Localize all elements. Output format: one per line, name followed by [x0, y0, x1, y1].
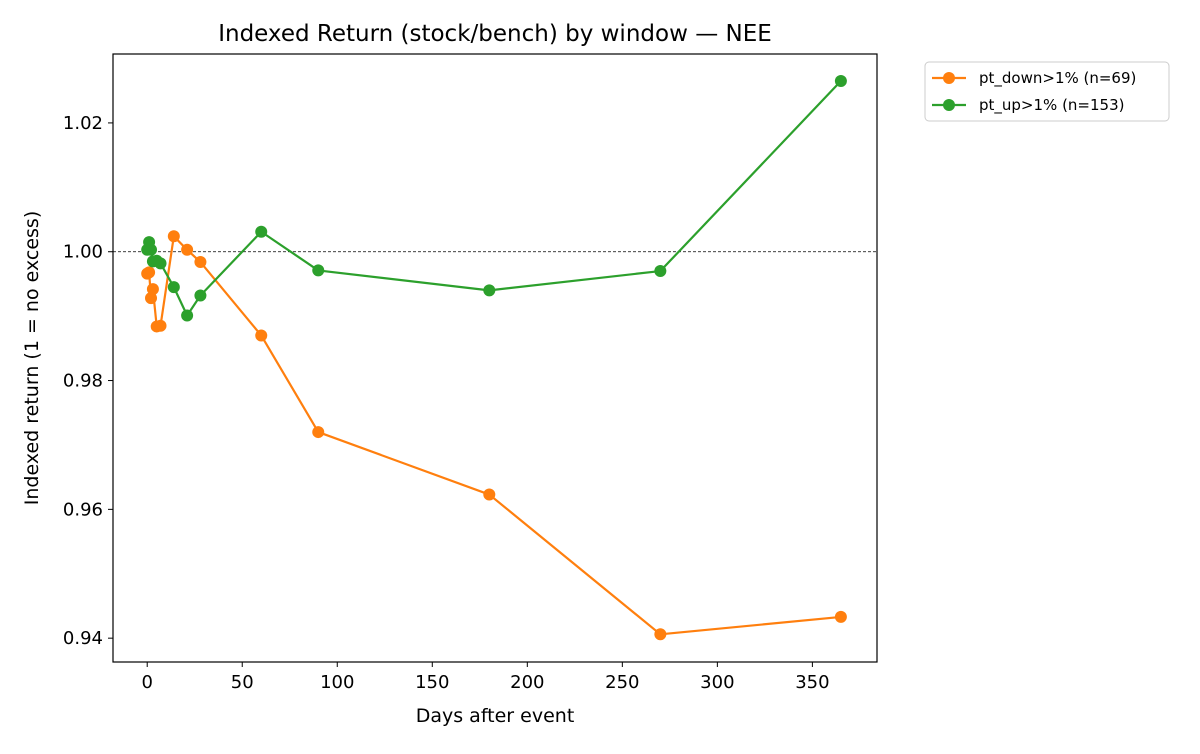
data-point — [312, 426, 325, 439]
x-tick-label: 0 — [141, 672, 152, 693]
legend-box — [924, 61, 1170, 122]
x-axis-label: Days after event — [416, 705, 575, 727]
x-tick-label: 300 — [700, 672, 734, 693]
plot-frame — [112, 53, 878, 663]
legend-swatch-marker — [943, 99, 955, 111]
data-point — [483, 488, 496, 501]
legend-swatch-marker — [943, 72, 955, 84]
y-tick-label: 0.96 — [63, 499, 103, 520]
data-point — [167, 281, 180, 294]
x-tick-label: 250 — [605, 672, 639, 693]
data-point — [154, 319, 167, 332]
data-point — [167, 230, 180, 243]
data-point — [483, 284, 496, 297]
data-point — [255, 225, 268, 238]
y-tick-label: 1.00 — [63, 242, 103, 263]
y-tick-label: 0.94 — [63, 628, 103, 649]
plot-area: 0 50 100 150 200 250 300 350 0.94 0.96 0.98 1.00 1.0… — [63, 53, 878, 693]
x-tick-label: 200 — [510, 672, 544, 693]
data-point — [194, 289, 207, 302]
x-tick-label: 350 — [795, 672, 829, 693]
data-point — [255, 329, 268, 342]
legend: pt_down>1% (n=69) pt_up>1% (n=153) — [924, 61, 1170, 122]
data-point — [145, 243, 158, 256]
data-point — [143, 266, 156, 279]
y-tick-label: 0.98 — [63, 371, 103, 392]
x-tick-label: 150 — [415, 672, 449, 693]
data-point — [834, 75, 847, 88]
data-point — [154, 257, 167, 270]
y-tick-label: 1.02 — [63, 113, 103, 134]
data-point — [654, 628, 667, 641]
data-point — [181, 309, 194, 322]
y-axis-label: Indexed return (1 = no excess) — [21, 211, 43, 505]
x-tick-label: 100 — [320, 672, 354, 693]
data-point — [312, 264, 325, 277]
data-point — [145, 292, 158, 305]
chart-title: Indexed Return (stock/bench) by window —… — [218, 21, 772, 47]
legend-label: pt_down>1% (n=69) — [979, 69, 1136, 88]
data-point — [146, 283, 159, 296]
data-point — [654, 265, 667, 278]
legend-label: pt_up>1% (n=153) — [979, 96, 1124, 115]
data-point — [194, 256, 207, 269]
data-point — [834, 610, 847, 623]
data-point — [181, 243, 194, 256]
x-tick-label: 50 — [231, 672, 254, 693]
